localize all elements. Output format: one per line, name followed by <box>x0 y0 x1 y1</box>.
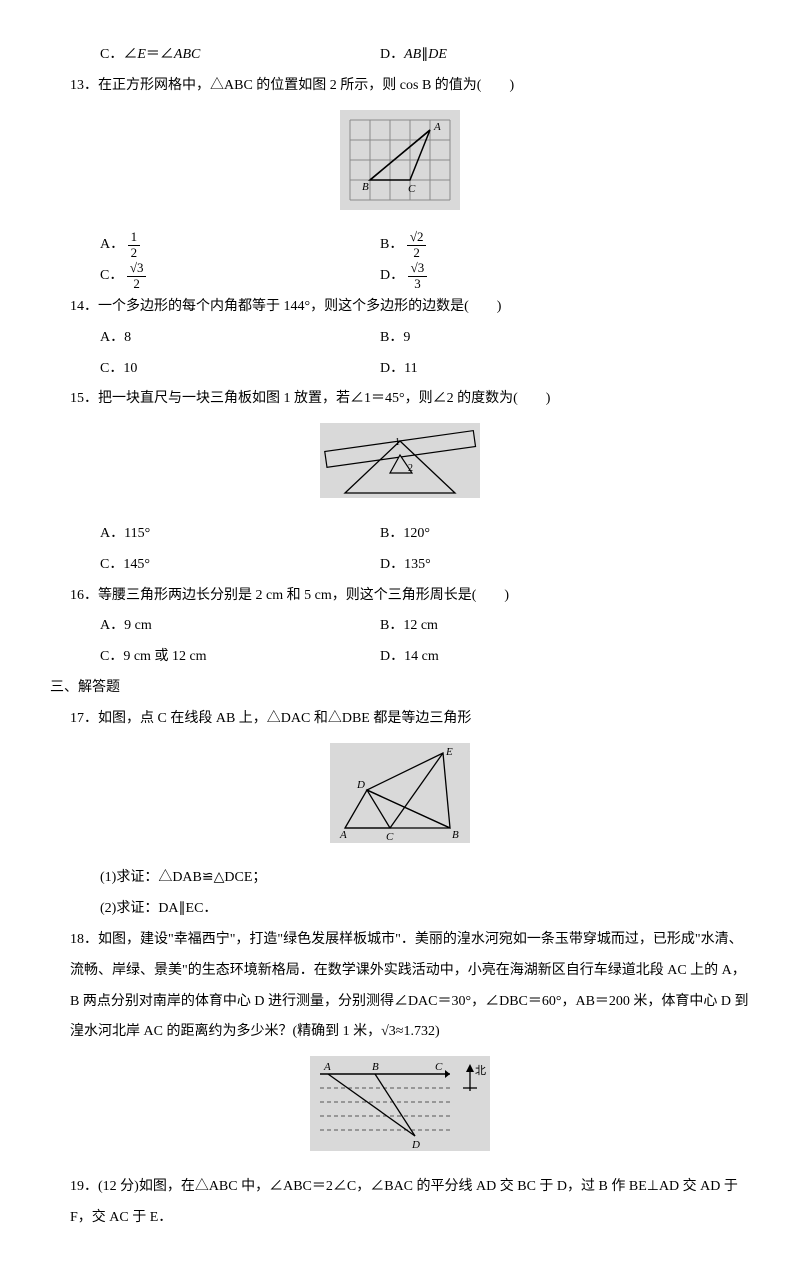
q13-label-c: C <box>408 183 416 195</box>
q13-a-num: 1 <box>128 230 141 245</box>
q16-opt-b: B．12 cm <box>380 611 660 642</box>
q19-stem: 19．(12 分)如图，在△ABC 中，∠ABC＝2∠C，∠BAC 的平分线 A… <box>70 1172 750 1234</box>
q13-d-label: D． <box>380 268 404 283</box>
q15-figure: 1 2 <box>50 423 750 511</box>
q13-label-b: B <box>362 181 369 193</box>
q13-c-label: C． <box>100 268 123 283</box>
q13-b-den: 2 <box>407 246 427 260</box>
q14-opt-a: A．8 <box>100 323 380 354</box>
q14-options-cd: C．10 D．11 <box>100 354 750 385</box>
q17-label-a: A <box>339 829 347 841</box>
q18-label-d: D <box>411 1139 420 1151</box>
q17-label-d: D <box>356 779 365 791</box>
q14-opt-b: B．9 <box>380 323 660 354</box>
q18-north: 北 <box>475 1064 486 1077</box>
q12-opt-c: C．∠E＝∠ABC <box>100 40 380 71</box>
q15-opt-b: B．120° <box>380 519 660 550</box>
q12-options-cd: C．∠E＝∠ABC D．AB∥DE <box>100 40 750 71</box>
q15-opt-c: C．145° <box>100 550 380 581</box>
q16-opt-c: C．9 cm 或 12 cm <box>100 642 380 673</box>
q15-options-ab: A．115° B．120° <box>100 519 750 550</box>
q16-options-ab: A．9 cm B．12 cm <box>100 611 750 642</box>
q13-c-den: 2 <box>127 277 147 291</box>
q13-b-num: √2 <box>407 230 427 245</box>
q14-options-ab: A．8 B．9 <box>100 323 750 354</box>
q17-label-c: C <box>386 831 394 843</box>
q13-a-label: A． <box>100 237 124 252</box>
q17-figure: A B C D E <box>50 743 750 856</box>
q15-stem: 15．把一块直尺与一块三角板如图 1 放置，若∠1＝45°，则∠2 的度数为( … <box>70 384 750 415</box>
q13-opt-c: C． √32 <box>100 261 380 292</box>
q13-opt-d: D． √33 <box>380 261 660 292</box>
q12-opt-d: D．AB∥DE <box>380 40 660 71</box>
q13-options-ab: A． 12 B． √22 <box>100 230 750 261</box>
q14-opt-c: C．10 <box>100 354 380 385</box>
q13-figure: A B C <box>50 110 750 223</box>
q13-d-den: 3 <box>408 277 428 291</box>
q13-stem: 13．在正方形网格中，△ABC 的位置如图 2 所示，则 cos B 的值为( … <box>70 71 750 102</box>
q13-label-a: A <box>433 121 441 133</box>
q16-stem: 16．等腰三角形两边长分别是 2 cm 和 5 cm，则这个三角形周长是( ) <box>70 581 750 612</box>
section-3-heading: 三、解答题 <box>50 673 750 704</box>
q17-label-e: E <box>445 746 453 758</box>
q17-part1: (1)求证：△DAB≌△DCE； <box>100 863 750 894</box>
q13-options-cd: C． √32 D． √33 <box>100 261 750 292</box>
q15-opt-a: A．115° <box>100 519 380 550</box>
q14-opt-d: D．11 <box>380 354 660 385</box>
q18-figure: A B C D 北 <box>50 1056 750 1164</box>
q15-opt-d: D．135° <box>380 550 660 581</box>
q18-stem: 18．如图，建设"幸福西宁"，打造"绿色发展样板城市"．美丽的湟水河宛如一条玉带… <box>70 925 750 1048</box>
q13-b-label: B． <box>380 237 403 252</box>
q13-a-den: 2 <box>128 246 141 260</box>
q17-label-b: B <box>452 829 459 841</box>
q13-opt-b: B． √22 <box>380 230 660 261</box>
q17-part2: (2)求证：DA∥EC． <box>100 894 750 925</box>
q16-options-cd: C．9 cm 或 12 cm D．14 cm <box>100 642 750 673</box>
q13-c-num: √3 <box>127 261 147 276</box>
q14-stem: 14．一个多边形的每个内角都等于 144°，则这个多边形的边数是( ) <box>70 292 750 323</box>
q17-stem: 17．如图，点 C 在线段 AB 上，△DAC 和△DBE 都是等边三角形 <box>70 704 750 735</box>
q18-label-a: A <box>323 1061 331 1073</box>
q18-label-b: B <box>372 1061 379 1073</box>
q15-lbl1: 1 <box>395 437 400 448</box>
q13-opt-a: A． 12 <box>100 230 380 261</box>
q13-d-num: √3 <box>408 261 428 276</box>
q16-opt-d: D．14 cm <box>380 642 660 673</box>
q15-options-cd: C．145° D．135° <box>100 550 750 581</box>
q15-lbl2: 2 <box>408 463 413 474</box>
q16-opt-a: A．9 cm <box>100 611 380 642</box>
q18-label-c: C <box>435 1061 443 1073</box>
